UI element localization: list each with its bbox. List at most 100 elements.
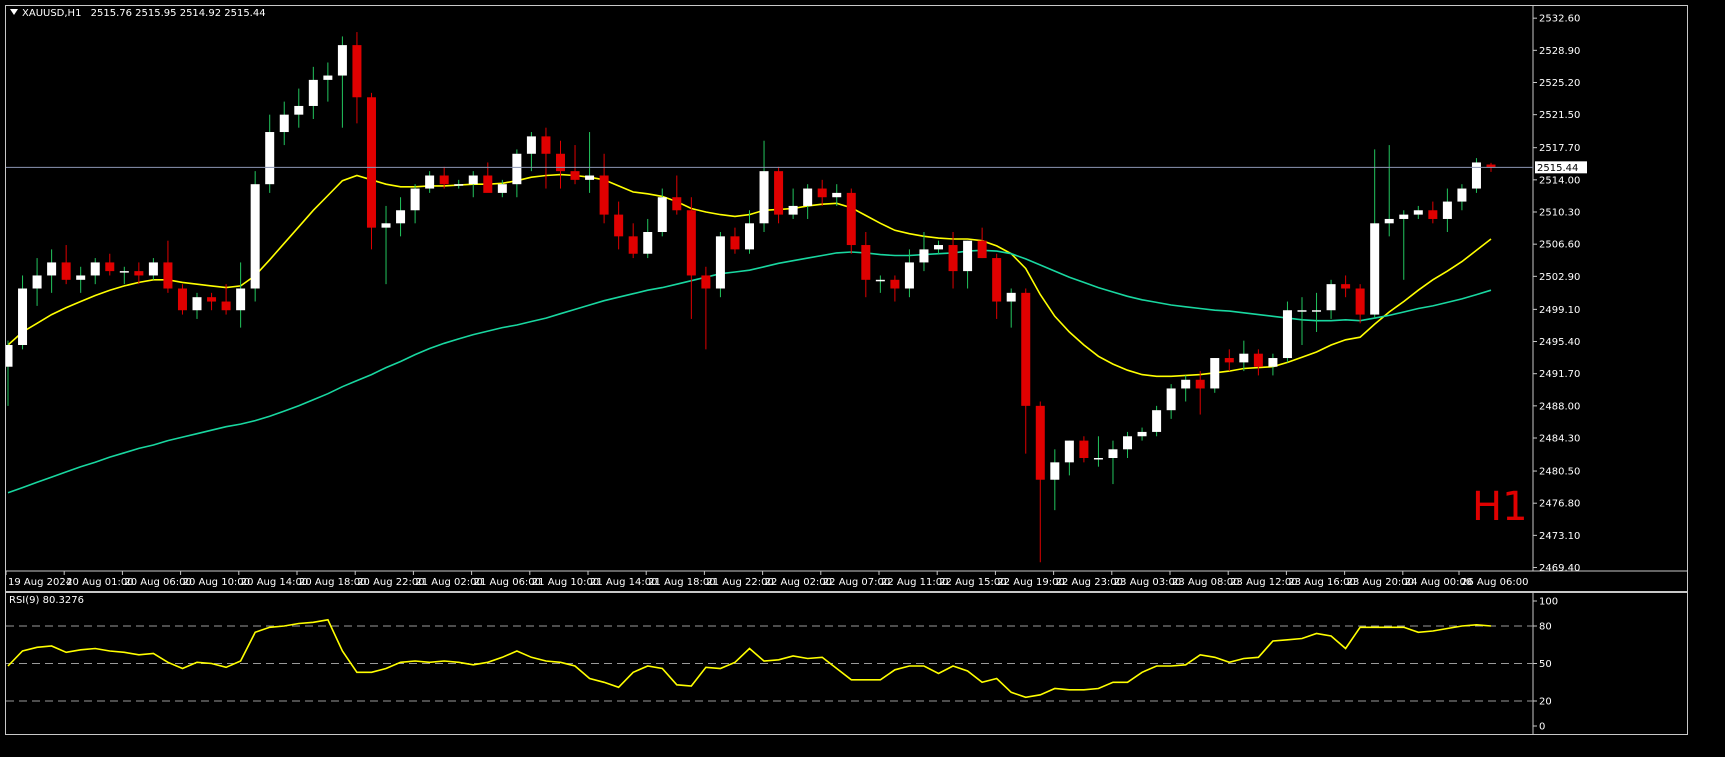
bearish-candle-body xyxy=(483,175,493,193)
rsi-header: RSI(9) 80.3276 xyxy=(9,595,84,606)
rsi-tick-label: 100 xyxy=(1539,597,1558,608)
price-tick-label: 2480.50 xyxy=(1539,467,1580,478)
bullish-candle-body xyxy=(919,249,929,263)
bullish-candle-body xyxy=(657,197,667,232)
time-tick-label: 22 Aug 11:00 xyxy=(881,577,948,588)
bullish-candle-body xyxy=(381,223,391,228)
candle xyxy=(701,266,711,350)
bullish-candle-body xyxy=(119,271,129,273)
ohlc-readout: 2515.76 2515.95 2514.92 2515.44 xyxy=(90,8,266,19)
bearish-candle-body xyxy=(207,297,217,302)
candle xyxy=(570,145,580,185)
bullish-candle-body xyxy=(585,175,595,180)
candle xyxy=(1413,205,1423,219)
candle xyxy=(1312,292,1322,332)
time-tick-label: 23 Aug 16:00 xyxy=(1288,577,1355,588)
rsi-pane[interactable]: 100 80 50 20 0 RSI(9) 80.3276 xyxy=(5,592,1688,735)
bullish-candle-body xyxy=(1152,410,1162,432)
bullish-candle-body xyxy=(279,114,289,133)
candle xyxy=(1399,210,1409,280)
bearish-candle-body xyxy=(628,236,638,254)
candle xyxy=(1326,279,1336,319)
bearish-candle-body xyxy=(890,279,900,289)
price-tick-label: 2488.00 xyxy=(1539,401,1580,412)
bullish-candle-body xyxy=(1457,188,1467,202)
time-tick-label: 26 Aug 06:00 xyxy=(1461,577,1528,588)
candle xyxy=(832,184,842,206)
bearish-candle-body xyxy=(1486,164,1496,168)
bullish-candle-body xyxy=(454,184,464,186)
bullish-candle-body xyxy=(1399,214,1409,219)
candle xyxy=(1224,349,1234,372)
bearish-candle-body xyxy=(846,192,856,246)
price-chart-pane[interactable]: 2532.60 2528.90 2525.20 2521.50 2517.70 2514.… xyxy=(5,5,1688,592)
rsi-tick-label: 0 xyxy=(1539,722,1545,733)
bullish-candle-body xyxy=(1326,284,1336,311)
candle xyxy=(657,188,667,237)
bullish-candle-body xyxy=(963,240,973,272)
candle xyxy=(1166,384,1176,419)
candle xyxy=(163,240,173,293)
time-tick-label: 21 Aug 10:00 xyxy=(532,577,599,588)
price-tick-label: 2499.10 xyxy=(1539,305,1580,316)
candle xyxy=(497,179,507,198)
bullish-candle-body xyxy=(76,275,86,280)
candle xyxy=(323,62,333,102)
price-tick-label: 2495.40 xyxy=(1539,337,1580,348)
candle xyxy=(1384,145,1394,237)
price-tick-label: 2484.30 xyxy=(1539,434,1580,445)
bullish-candle-body xyxy=(294,105,304,115)
time-tick-label: 21 Aug 06:00 xyxy=(474,577,541,588)
candle xyxy=(715,232,725,298)
candle xyxy=(468,171,478,198)
candle xyxy=(483,162,493,193)
bearish-candle-body xyxy=(555,153,565,172)
bearish-candle-body xyxy=(1341,284,1351,289)
price-tick-label: 2473.10 xyxy=(1539,531,1580,542)
bearish-candle-body xyxy=(730,236,740,250)
candle xyxy=(1021,288,1031,454)
price-tick-label: 2532.60 xyxy=(1539,14,1580,25)
triangle-down-icon[interactable] xyxy=(10,9,18,15)
candle xyxy=(686,197,696,319)
candle xyxy=(817,179,827,206)
bullish-candle-body xyxy=(265,132,275,185)
bullish-candle-body xyxy=(396,210,406,224)
price-tick-label: 2510.30 xyxy=(1539,208,1580,219)
candle xyxy=(1108,440,1118,485)
bearish-candle-body xyxy=(861,245,871,280)
candle xyxy=(279,101,289,146)
candle xyxy=(192,292,202,319)
bullish-candle-body xyxy=(1370,223,1380,315)
candle xyxy=(992,253,1002,319)
candle xyxy=(1093,436,1103,467)
time-tick-label: 22 Aug 23:00 xyxy=(1056,577,1123,588)
bullish-candle-body xyxy=(512,153,522,185)
timeframe-tag: H1 xyxy=(1472,484,1528,530)
price-tick-label: 2528.90 xyxy=(1539,46,1580,57)
candle xyxy=(759,140,769,232)
candle xyxy=(672,175,682,215)
bullish-candle-body xyxy=(1093,458,1103,460)
candle xyxy=(366,92,376,250)
bullish-candle-body xyxy=(745,223,754,250)
price-tick-label: 2525.20 xyxy=(1539,78,1580,89)
candle xyxy=(788,188,798,219)
candle xyxy=(1137,427,1147,441)
time-tick-label: 23 Aug 03:00 xyxy=(1114,577,1181,588)
bearish-candle-body xyxy=(1035,405,1045,480)
candle xyxy=(614,201,624,250)
bullish-candle-body xyxy=(904,262,914,289)
bullish-candle-body xyxy=(643,232,653,254)
candle xyxy=(1123,431,1133,458)
current-price-box xyxy=(1535,161,1587,174)
bullish-candle-body xyxy=(337,45,347,76)
bearish-candle-body xyxy=(570,171,580,180)
candle xyxy=(934,240,944,254)
bullish-candle-body xyxy=(759,171,769,224)
price-tick-label: 2476.80 xyxy=(1539,499,1580,510)
bullish-candle-body xyxy=(32,275,42,289)
bullish-candle-body xyxy=(1268,358,1278,367)
bearish-candle-body xyxy=(672,197,682,211)
time-tick-label: 23 Aug 12:00 xyxy=(1230,577,1297,588)
